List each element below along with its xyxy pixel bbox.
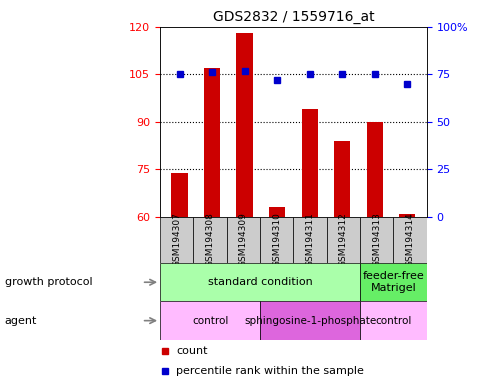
Bar — [366, 122, 382, 217]
Text: GSM194314: GSM194314 — [405, 213, 414, 267]
Text: count: count — [176, 346, 207, 356]
Text: standard condition: standard condition — [207, 277, 312, 287]
Text: agent: agent — [5, 316, 37, 326]
Bar — [160, 217, 193, 263]
Text: growth protocol: growth protocol — [5, 277, 92, 287]
Bar — [160, 263, 359, 301]
Bar — [326, 217, 359, 263]
Text: GSM194307: GSM194307 — [172, 213, 181, 267]
Bar — [398, 214, 415, 217]
Bar — [204, 68, 220, 217]
Bar — [301, 109, 317, 217]
Bar — [359, 217, 393, 263]
Text: control: control — [192, 316, 228, 326]
Bar — [160, 301, 259, 340]
Text: feeder-free
Matrigel: feeder-free Matrigel — [362, 271, 424, 293]
Bar — [226, 217, 259, 263]
Bar — [171, 173, 187, 217]
Bar — [393, 217, 426, 263]
Bar — [259, 217, 293, 263]
Bar — [359, 263, 426, 301]
Text: sphingosine-1-phosphate: sphingosine-1-phosphate — [243, 316, 376, 326]
Bar — [193, 217, 226, 263]
Bar — [236, 33, 252, 217]
Bar — [259, 301, 359, 340]
Bar — [333, 141, 349, 217]
Bar — [293, 217, 326, 263]
Title: GDS2832 / 1559716_at: GDS2832 / 1559716_at — [212, 10, 374, 25]
Text: percentile rank within the sample: percentile rank within the sample — [176, 366, 363, 376]
Text: GSM194312: GSM194312 — [338, 213, 347, 267]
Text: GSM194308: GSM194308 — [205, 213, 214, 267]
Text: GSM194310: GSM194310 — [272, 213, 281, 267]
Bar — [359, 301, 426, 340]
Text: GSM194311: GSM194311 — [305, 213, 314, 267]
Bar — [269, 207, 285, 217]
Text: GSM194313: GSM194313 — [372, 213, 380, 267]
Text: GSM194309: GSM194309 — [239, 213, 247, 267]
Text: control: control — [375, 316, 411, 326]
